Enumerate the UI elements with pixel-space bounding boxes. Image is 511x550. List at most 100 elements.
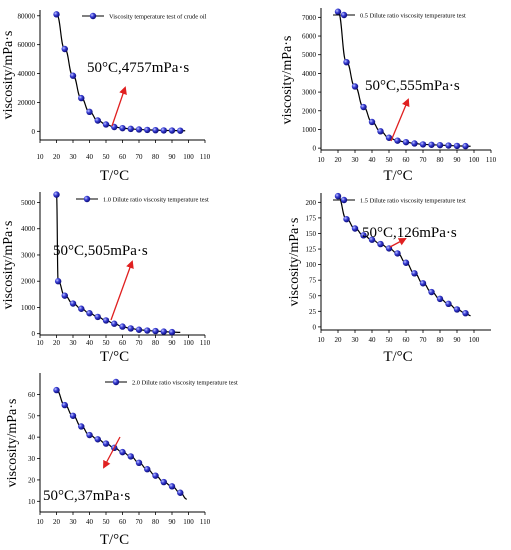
x-tick-label: 80: [437, 156, 445, 164]
y-tick-label: 30: [28, 455, 36, 463]
data-point: [377, 240, 384, 248]
y-tick-label: 60: [28, 391, 36, 399]
legend-marker: [89, 12, 97, 20]
legend-marker: [340, 196, 348, 204]
data-point: [453, 306, 461, 313]
data-point: [144, 126, 151, 134]
x-tick-label: 10: [318, 336, 326, 344]
data-point: [428, 141, 435, 148]
chart-panel-1: 10 20 30 40 50 60 70 80 90 100 110 0 20000 40000 60000…: [1, 10, 211, 184]
x-axis-label: T/°C: [100, 532, 129, 548]
x-tick-label: 90: [169, 153, 177, 161]
y-axis-label: viscosity/mPa·s: [5, 399, 20, 488]
x-tick-label: 10: [37, 339, 45, 347]
x-tick-label: 70: [420, 156, 428, 164]
x-tick-label: 110: [486, 156, 497, 164]
data-point: [351, 83, 359, 90]
data-point: [111, 320, 118, 327]
data-point: [168, 328, 176, 336]
x-tick-label: 50: [103, 339, 111, 347]
data-point: [385, 134, 393, 141]
y-tick-label: 7000: [302, 14, 317, 22]
y-tick-label: 6000: [302, 33, 317, 41]
x-tick-label: 100: [183, 153, 194, 161]
y-tick-label: 75: [309, 277, 317, 285]
chart-panel-5: 10 20 30 40 50 60 70 80 90 100 110 10 20 30 40 50 60 T/°C…: [5, 373, 238, 548]
data-point: [94, 117, 101, 124]
y-axis-label: viscosity/mPa·s: [1, 221, 16, 310]
data-point: [411, 270, 418, 277]
data-point: [351, 225, 359, 232]
data-point: [102, 317, 110, 324]
y-tick-label: 0: [32, 330, 36, 338]
data-point: [428, 288, 435, 296]
x-axis-label: T/°C: [100, 349, 129, 365]
chart-panel-4: 10 20 30 40 50 60 70 80 90 100 0 25 50 75 100 125 150 175…: [287, 192, 491, 365]
y-tick-label: 10: [28, 498, 36, 506]
data-point: [453, 142, 461, 150]
data-point: [127, 325, 134, 332]
data-point: [102, 121, 110, 128]
data-point: [402, 259, 410, 266]
y-tick-label: 0: [313, 145, 317, 153]
x-tick-label: 60: [119, 518, 127, 526]
x-tick-label: 100: [183, 339, 194, 347]
data-point: [78, 94, 85, 102]
y-tick-label: 125: [306, 246, 317, 254]
annotation-arrow: [390, 98, 410, 142]
y-tick-label: 40: [28, 434, 36, 442]
data-point: [119, 448, 126, 456]
y-tick-label: 20000: [18, 99, 36, 107]
y-tick-label: 5000: [302, 51, 317, 59]
annotation-arrow: [110, 260, 134, 321]
x-tick-label: 50: [386, 336, 394, 344]
x-tick-label: 50: [103, 153, 111, 161]
x-tick-label: 80: [437, 336, 445, 344]
x-tick-label: 110: [200, 153, 211, 161]
data-point: [343, 215, 350, 223]
annotation-label: 50°C,555mPa·s: [365, 78, 460, 94]
x-tick-label: 20: [53, 153, 61, 161]
data-point: [377, 128, 384, 135]
legend-marker: [112, 378, 120, 386]
annotation-label: 50°C,37mPa·s: [43, 488, 130, 504]
x-tick-label: 40: [86, 339, 94, 347]
x-tick-label: 30: [70, 518, 78, 526]
data-point: [177, 127, 184, 134]
data-point: [135, 126, 143, 133]
x-tick-label: 60: [119, 153, 127, 161]
data-point: [334, 192, 342, 200]
chart-panel-2: 10 20 30 40 50 60 70 80 90 100 110 0 1000 2000 3000 400…: [280, 8, 497, 184]
data-point: [343, 58, 350, 66]
x-tick-label: 60: [119, 339, 127, 347]
x-tick-label: 60: [403, 156, 411, 164]
legend-label: Viscosity temperature test of crude oil: [109, 14, 207, 21]
data-point: [86, 310, 93, 317]
data-point: [135, 326, 143, 333]
data-point: [78, 423, 85, 430]
x-tick-label: 90: [454, 156, 462, 164]
data-point: [69, 72, 77, 79]
data-point: [160, 127, 167, 134]
x-tick-label: 10: [318, 156, 326, 164]
series-line: [337, 195, 471, 317]
x-axis-label: T/°C: [383, 349, 412, 365]
data-point: [127, 125, 134, 133]
x-tick-label: 40: [369, 336, 377, 344]
data-point: [419, 280, 427, 287]
data-point: [334, 8, 342, 15]
y-tick-label: 100: [306, 261, 317, 269]
data-point: [53, 191, 60, 198]
annotation-label: 50°C,126mPa·s: [362, 225, 457, 241]
y-tick-label: 50: [309, 292, 317, 300]
y-tick-label: 3000: [21, 251, 36, 259]
x-tick-label: 30: [352, 336, 360, 344]
y-tick-label: 1000: [302, 126, 317, 134]
data-point: [360, 232, 367, 239]
y-axis-label: viscosity/mPa·s: [287, 218, 302, 307]
legend-label: 1.5 Dilute ratio viscosity temperature t…: [360, 198, 466, 205]
x-tick-label: 80: [152, 339, 160, 347]
x-tick-label: 80: [152, 153, 160, 161]
x-tick-label: 20: [53, 339, 61, 347]
